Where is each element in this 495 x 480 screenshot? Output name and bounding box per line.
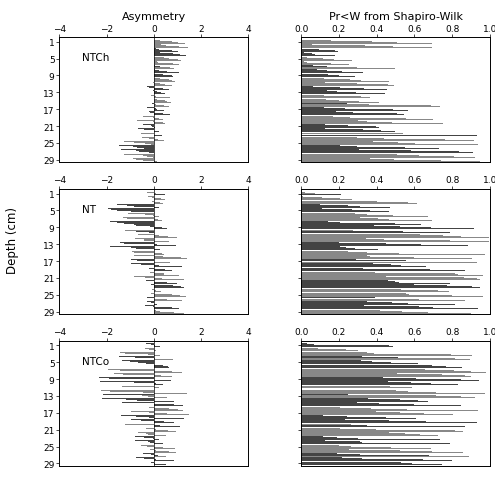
Title: Pr<W from Shapiro-Wilk: Pr<W from Shapiro-Wilk xyxy=(329,12,463,23)
Text: NT: NT xyxy=(82,205,96,215)
Text: NTCh: NTCh xyxy=(82,53,109,63)
Text: Depth (cm): Depth (cm) xyxy=(6,206,19,274)
Title: Asymmetry: Asymmetry xyxy=(122,12,186,23)
Text: NTCo: NTCo xyxy=(82,356,109,366)
